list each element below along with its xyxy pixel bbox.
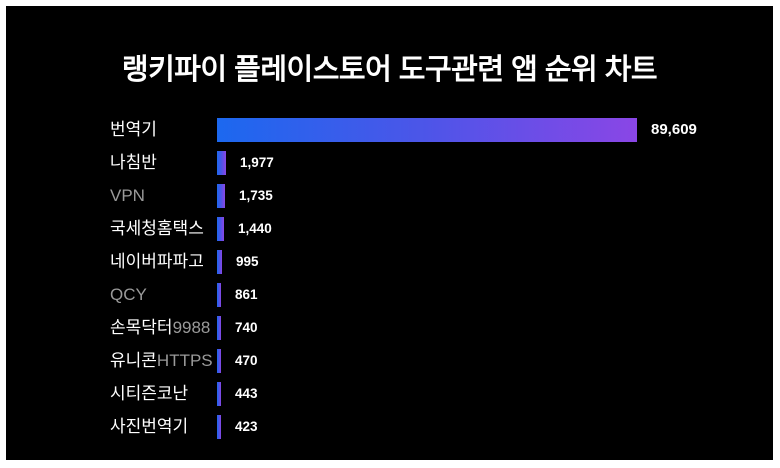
bar — [217, 250, 222, 274]
chart-row: 손목닥터9988 740 — [6, 316, 773, 340]
bar-label: 사진번역기 — [110, 417, 189, 436]
chart-canvas: 랭키파이 플레이스토어 도구관련 앱 순위 차트 번역기 89,609 나침반 1,9… — [6, 6, 773, 460]
chart-row: 나침반 1,977 — [6, 151, 773, 175]
bar-value: 443 — [235, 386, 258, 401]
bar — [217, 217, 224, 241]
bar-label: 나침반 — [110, 153, 157, 172]
bar-value: 740 — [235, 320, 258, 335]
bar — [217, 349, 221, 373]
bar — [217, 382, 221, 406]
bar — [217, 415, 221, 439]
bar-label: 손목닥터9988 — [110, 318, 211, 337]
bar-value: 89,609 — [651, 121, 697, 138]
chart-row: 사진번역기 423 — [6, 415, 773, 439]
chart-row: 유니콘HTTPS 470 — [6, 349, 773, 373]
chart-row: 국세청홈택스 1,440 — [6, 217, 773, 241]
chart-row: QCY 861 — [6, 283, 773, 307]
bar-value: 1,735 — [239, 188, 273, 203]
bar-label: 시티즌코난 — [110, 384, 189, 403]
bar-label: QCY — [110, 285, 147, 304]
bar-label: 네이버파파고 — [110, 252, 204, 271]
chart-row: 시티즌코난 443 — [6, 382, 773, 406]
bar-value: 995 — [236, 254, 259, 269]
bar-label: 유니콘HTTPS — [110, 351, 213, 370]
bar-label: VPN — [110, 186, 145, 205]
chart-row: VPN 1,735 — [6, 184, 773, 208]
bar-value: 470 — [235, 353, 258, 368]
bar-value: 423 — [235, 419, 258, 434]
chart-title: 랭키파이 플레이스토어 도구관련 앱 순위 차트 — [121, 54, 658, 86]
bar — [217, 316, 221, 340]
bar-value: 1,440 — [238, 221, 272, 236]
bar-value: 1,977 — [240, 155, 274, 170]
bar-value: 861 — [235, 287, 258, 302]
bar — [217, 283, 221, 307]
bar — [217, 118, 637, 142]
chart-row: 네이버파파고 995 — [6, 250, 773, 274]
bar-chart: 번역기 89,609 나침반 1,977 VPN 1,735 국세청홈택스 1,440 네이버파… — [6, 6, 773, 460]
bar — [217, 151, 226, 175]
chart-row: 번역기 89,609 — [6, 118, 773, 142]
bar-label: 번역기 — [110, 120, 157, 139]
bar — [217, 184, 225, 208]
bar-label: 국세청홈택스 — [110, 219, 204, 238]
